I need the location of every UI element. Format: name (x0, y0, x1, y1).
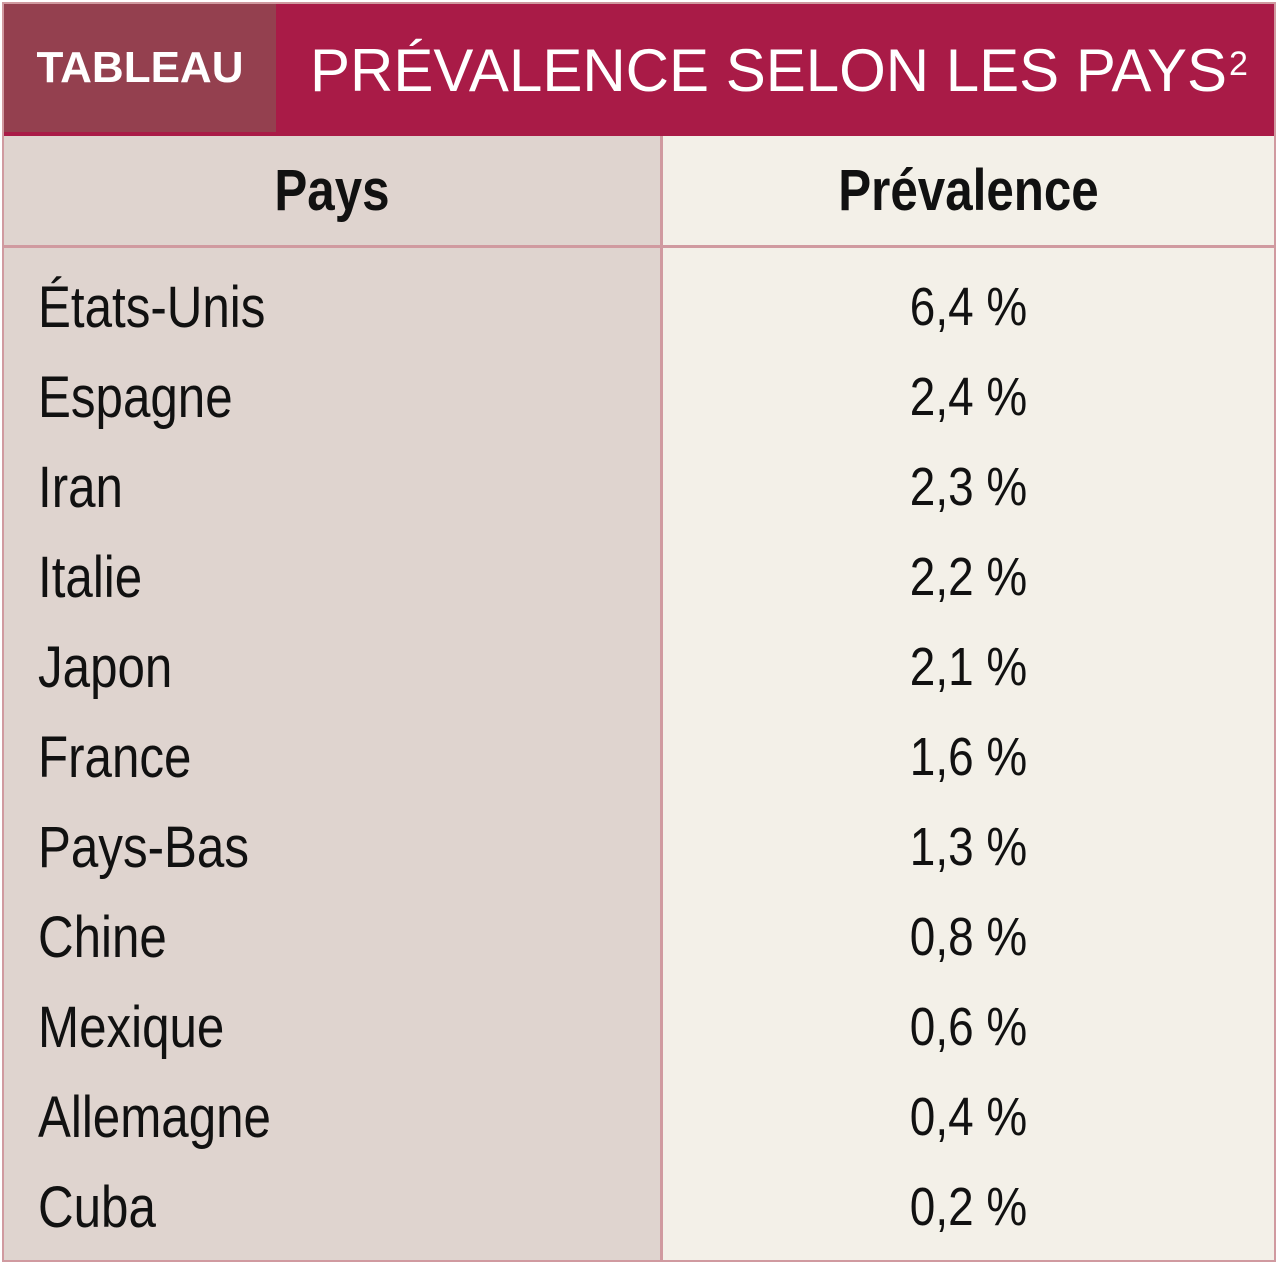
table-row: Japon 2,1 % (4, 622, 1274, 712)
column-header-country: Pays (274, 158, 390, 223)
table-row: États-Unis 6,4 % (4, 262, 1274, 352)
country-cell: Italie (38, 544, 143, 610)
country-cell: Pays-Bas (38, 814, 249, 880)
prevalence-cell: 2,1 % (909, 637, 1028, 697)
table-row: Cuba 0,2 % (4, 1162, 1274, 1252)
prevalence-cell: 2,2 % (909, 547, 1028, 607)
column-divider (660, 136, 663, 1260)
country-cell: Cuba (38, 1174, 156, 1240)
prevalence-cell: 0,4 % (909, 1087, 1028, 1147)
title-bar: TABLEAU PRÉVALENCE SELON LES PAYS 2 (4, 4, 1274, 136)
prevalence-cell: 1,3 % (909, 817, 1028, 877)
table-body: États-Unis 6,4 % Espagne 2,4 % Iran 2,3 % Ital… (4, 262, 1274, 1252)
prevalence-cell: 0,6 % (909, 997, 1028, 1057)
table-row: Mexique 0,6 % (4, 982, 1274, 1072)
country-cell: Espagne (38, 364, 233, 430)
table-row: Iran 2,3 % (4, 442, 1274, 532)
country-cell: Allemagne (38, 1084, 271, 1150)
header-divider (4, 245, 1274, 248)
table-title: PRÉVALENCE SELON LES PAYS 2 (310, 4, 1248, 136)
country-cell: Chine (38, 904, 167, 970)
prevalence-cell: 2,3 % (909, 457, 1028, 517)
country-cell: Iran (38, 454, 123, 520)
table-row: Italie 2,2 % (4, 532, 1274, 622)
prevalence-cell: 6,4 % (909, 277, 1028, 337)
country-cell: Mexique (38, 994, 225, 1060)
value-column-background (663, 136, 1274, 1260)
table-row: France 1,6 % (4, 712, 1274, 802)
country-cell: États-Unis (38, 274, 266, 340)
title-tag: TABLEAU (4, 4, 276, 132)
country-column-background (4, 136, 660, 1260)
table-row: Allemagne 0,4 % (4, 1072, 1274, 1162)
prevalence-cell: 0,8 % (909, 907, 1028, 967)
column-header-prevalence: Prévalence (838, 158, 1099, 223)
prevalence-cell: 1,6 % (909, 727, 1028, 787)
title-footnote-mark: 2 (1229, 44, 1248, 83)
country-cell: France (38, 724, 192, 790)
prevalence-cell: 0,2 % (909, 1177, 1028, 1237)
table-title-text: PRÉVALENCE SELON LES PAYS (310, 36, 1228, 104)
country-cell: Japon (38, 634, 173, 700)
table-row: Espagne 2,4 % (4, 352, 1274, 442)
prevalence-cell: 2,4 % (909, 367, 1028, 427)
table-row: Pays-Bas 1,3 % (4, 802, 1274, 892)
table-row: Chine 0,8 % (4, 892, 1274, 982)
